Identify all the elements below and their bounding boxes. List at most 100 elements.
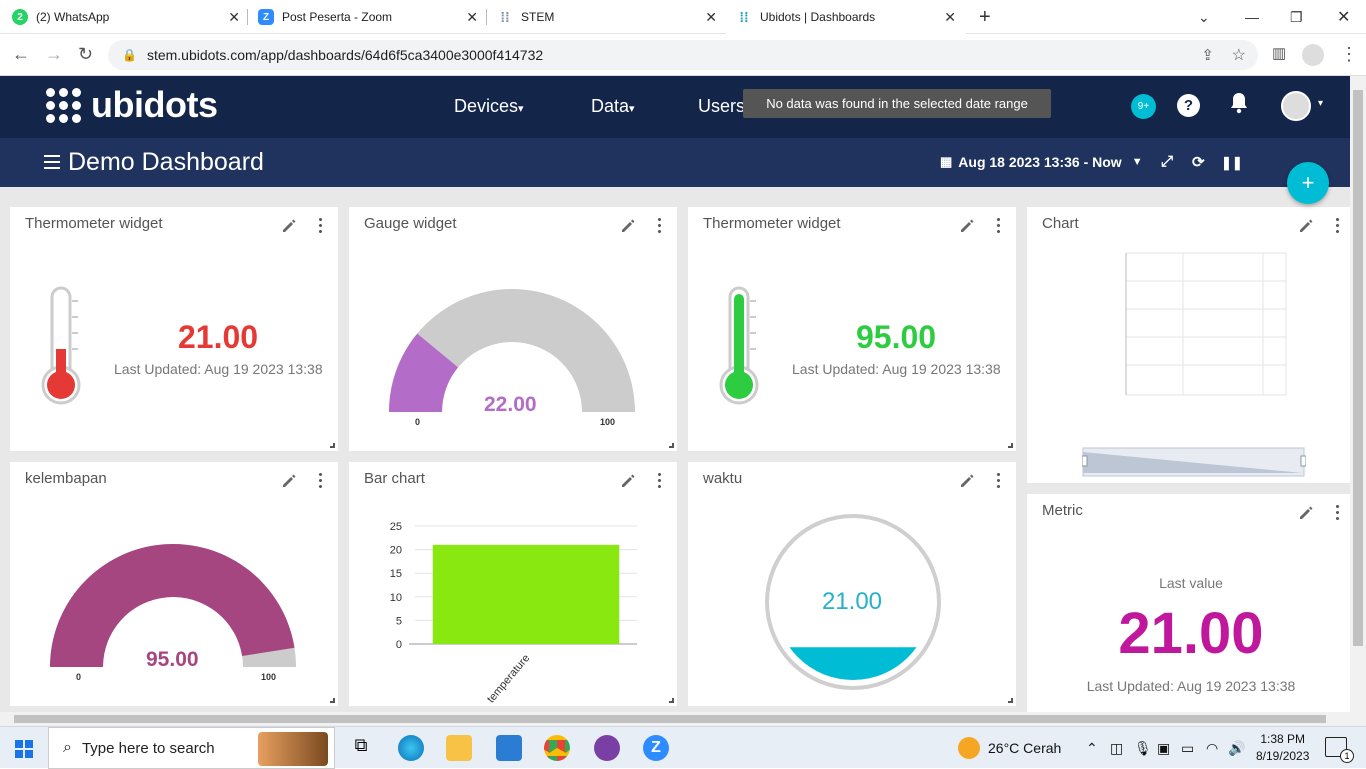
pause-icon[interactable]: ❚❚ (1221, 155, 1243, 170)
task-view-icon[interactable]: ⧉ (354, 735, 368, 755)
display-icon[interactable]: ▣ (1157, 739, 1171, 756)
clock[interactable]: 1:38 PM 8/19/2023 (1256, 731, 1309, 765)
edit-pencil-icon[interactable] (1297, 504, 1315, 522)
last-updated-text: Last Updated: Aug 19 2023 13:38 (114, 361, 323, 377)
edit-pencil-icon[interactable] (958, 472, 976, 490)
humidity-gauge-widget: kelembapan 95.00 0 100 (10, 462, 338, 706)
forward-icon[interactable]: → (45, 44, 63, 64)
more-options-icon[interactable] (1336, 505, 1339, 520)
expand-icon[interactable]: ⤢ (1161, 153, 1174, 170)
widget-title: waktu (703, 470, 743, 487)
url-bar[interactable]: 🔒 stem.ubidots.com/app/dashboards/64d6f5… (108, 40, 1258, 70)
tab-stem[interactable]: ⁞⁞ STEM ✕ (497, 0, 717, 34)
resize-handle[interactable] (1008, 443, 1013, 448)
tank-graphic (765, 514, 941, 690)
address-bar-row: ← → ↻ 🔒 stem.ubidots.com/app/dashboards/… (0, 34, 1366, 76)
tab-whatsapp[interactable]: 2 (2) WhatsApp ✕ (12, 0, 240, 34)
tab-ubidots-dashboards[interactable]: ⁞⁞ Ubidots | Dashboards ✕ (726, 0, 966, 34)
restore-icon[interactable]: ❐ (1290, 8, 1303, 25)
share-icon[interactable]: ⇪ (1201, 47, 1214, 64)
taskbar-search-box[interactable]: ⌕ Type here to search (48, 727, 335, 769)
menu-devices[interactable]: Devices▾ (454, 96, 524, 116)
vertical-scrollbar[interactable] (1350, 76, 1366, 712)
horizontal-scrollbar[interactable] (0, 712, 1366, 726)
chrome-icon[interactable] (544, 735, 570, 761)
resize-handle[interactable] (669, 698, 674, 703)
back-icon[interactable]: ← (12, 44, 30, 64)
new-tab-button[interactable]: + (979, 5, 991, 28)
edit-pencil-icon[interactable] (619, 217, 637, 235)
window-close-icon[interactable]: ✕ (1337, 9, 1351, 26)
meet-now-icon[interactable]: ◫ (1110, 739, 1124, 756)
zoom-icon: Z (258, 9, 274, 25)
refresh-icon[interactable]: ⟳ (1192, 154, 1205, 171)
resize-handle[interactable] (330, 443, 335, 448)
bell-icon[interactable] (1229, 92, 1249, 120)
add-widget-button[interactable]: + (1287, 162, 1329, 204)
date-range-picker[interactable]: ▦ Aug 18 2023 13:36 - Now ▼ (940, 154, 1143, 170)
edit-pencil-icon[interactable] (280, 217, 298, 235)
bookmark-star-icon[interactable]: ☆ (1231, 47, 1246, 64)
more-options-icon[interactable] (658, 218, 661, 233)
more-options-icon[interactable] (997, 473, 1000, 488)
last-updated-text: Last Updated: Aug 19 2023 13:38 (1086, 678, 1296, 694)
dashboard-toolbar (0, 138, 1350, 187)
y-tick-label: 25 (390, 521, 402, 533)
y-tick-label: 15 (390, 568, 402, 580)
battery-icon[interactable]: ▭ (1181, 739, 1195, 756)
reload-icon[interactable]: ↻ (78, 44, 94, 64)
close-icon[interactable]: ✕ (228, 8, 240, 25)
windows-start-icon[interactable] (15, 740, 33, 758)
bar[interactable] (432, 544, 620, 644)
wifi-icon[interactable]: ◠ (1206, 739, 1219, 756)
tab-search-icon[interactable]: ⌄ (1198, 8, 1210, 25)
close-icon[interactable]: ✕ (944, 8, 956, 25)
browser-menu-icon[interactable]: ⋮ (1340, 44, 1358, 64)
resize-handle[interactable] (1008, 698, 1013, 703)
more-options-icon[interactable] (319, 218, 322, 233)
menu-data[interactable]: Data▾ (591, 96, 635, 116)
more-options-icon[interactable] (319, 473, 322, 488)
y-tick-label: 20 (390, 545, 402, 557)
notification-center-icon[interactable]: 1 (1325, 737, 1354, 763)
more-options-icon[interactable] (997, 218, 1000, 233)
menu-users[interactable]: Users (698, 96, 745, 117)
edit-pencil-icon[interactable] (958, 217, 976, 235)
ubidots-logo[interactable]: ubidots (46, 84, 218, 126)
edit-pencil-icon[interactable] (280, 472, 298, 490)
weather-widget[interactable]: 26°C Cerah (958, 727, 1061, 769)
close-icon[interactable]: ✕ (466, 8, 478, 25)
tab-zoom[interactable]: Z Post Peserta - Zoom ✕ (258, 0, 478, 34)
microphone-icon[interactable]: 🎙 (1134, 739, 1152, 756)
ubidots-dots-icon: ⁞⁞ (739, 9, 749, 25)
edit-pencil-icon[interactable] (1297, 217, 1315, 235)
github-desktop-icon[interactable] (594, 735, 620, 761)
user-avatar[interactable] (1281, 91, 1311, 121)
edit-pencil-icon[interactable] (619, 472, 637, 490)
empty-chart-grid (1125, 252, 1287, 396)
chevron-down-icon[interactable]: ▾ (1318, 98, 1324, 109)
resize-handle[interactable] (330, 698, 335, 703)
edge-browser-icon[interactable] (398, 735, 424, 761)
lock-icon[interactable]: 🔒 (122, 48, 137, 62)
date-range-label: Aug 18 2023 13:36 - Now (958, 154, 1122, 170)
notification-badge[interactable]: 9+ (1131, 94, 1156, 119)
file-explorer-icon[interactable] (446, 735, 472, 761)
volume-icon[interactable]: 🔊 (1228, 739, 1246, 756)
mail-icon[interactable] (496, 735, 522, 761)
tab-label: Ubidots | Dashboards (760, 10, 876, 24)
help-icon[interactable]: ? (1177, 94, 1200, 117)
more-options-icon[interactable] (658, 473, 661, 488)
range-navigator[interactable] (1082, 447, 1306, 477)
zoom-app-icon[interactable]: Z (643, 735, 669, 761)
side-panel-icon[interactable]: ▥ (1272, 45, 1287, 62)
dashboard-title[interactable]: Demo Dashboard (68, 148, 264, 176)
tab-label: (2) WhatsApp (36, 10, 110, 24)
hamburger-menu-icon[interactable] (44, 155, 60, 169)
profile-icon[interactable] (1302, 44, 1324, 66)
minimize-icon[interactable]: — (1245, 9, 1259, 25)
more-options-icon[interactable] (1336, 218, 1339, 233)
close-icon[interactable]: ✕ (705, 8, 717, 25)
chevron-up-icon[interactable]: ⌃ (1086, 739, 1098, 756)
resize-handle[interactable] (669, 443, 674, 448)
